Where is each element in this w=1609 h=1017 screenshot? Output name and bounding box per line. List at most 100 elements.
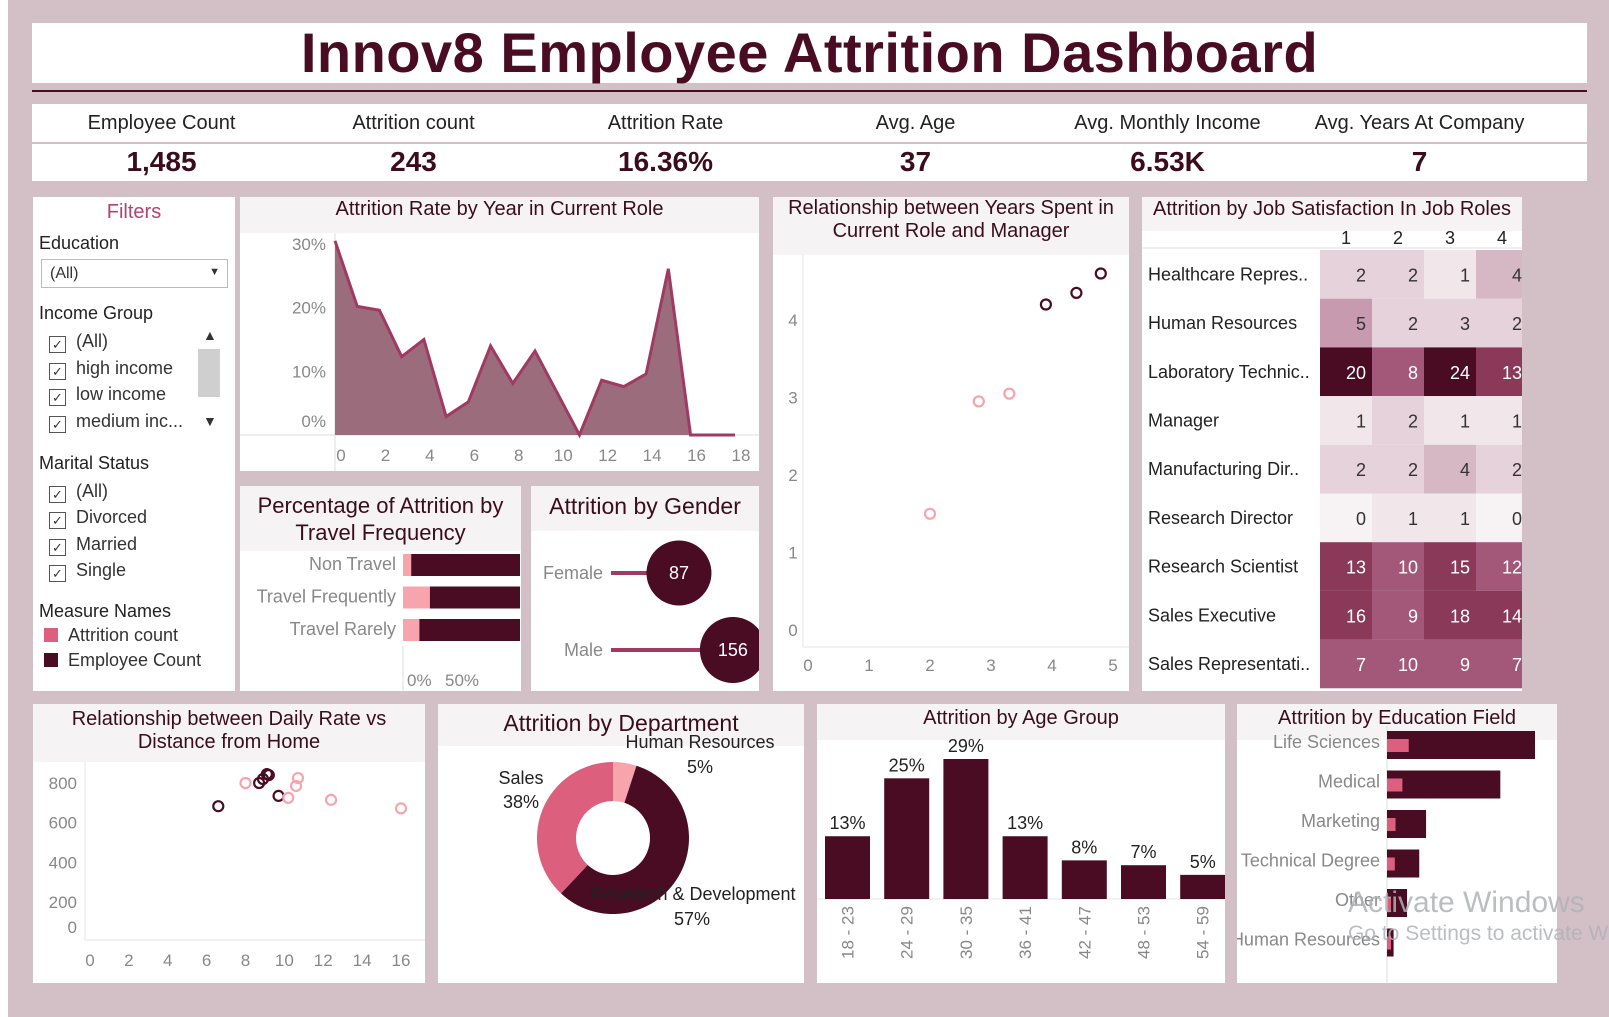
chart-title: Attrition Rate by Year in Current Role [240, 197, 759, 233]
title-divider [32, 90, 1587, 92]
heat-cell [1476, 396, 1522, 445]
heat-cell [1424, 298, 1476, 348]
scrollbar-thumb[interactable] [198, 349, 220, 397]
slice-pct: 38% [503, 792, 539, 812]
scatter-point [289, 779, 303, 793]
heat-cell-value: 7 [1512, 655, 1522, 675]
heat-cell-value: 1 [1460, 509, 1470, 529]
kpi-value: 243 [390, 146, 437, 177]
x-tick-label: 4 [1047, 656, 1056, 675]
marital-checkbox-all[interactable]: ✓ (All) [49, 481, 108, 503]
data-label: 7% [1130, 842, 1156, 862]
x-tick-label: 0 [336, 446, 345, 465]
income-checkbox-low[interactable]: ✓ low income [49, 384, 166, 406]
marital-checkbox-divorced[interactable]: ✓ Divorced [49, 507, 147, 529]
heat-cell-value: 1 [1512, 411, 1522, 431]
education-dropdown[interactable]: (All) ▼ [41, 259, 228, 288]
chart-title: Attrition by Gender [531, 486, 759, 531]
kpi-label: Employee Count [87, 112, 236, 134]
kpi-value: 7 [1411, 146, 1428, 177]
marital-checkbox-married[interactable]: ✓ Married [49, 534, 137, 556]
legend-item-employee: Employee Count [44, 650, 201, 671]
x-tick-label: 6 [202, 951, 211, 970]
kpi-value: 37 [899, 146, 932, 177]
heat-cell-value: 12 [1502, 558, 1522, 578]
bar-attrition [1387, 739, 1409, 752]
heat-cell-value: 10 [1398, 558, 1418, 578]
scatter-point [1039, 298, 1052, 311]
heat-cell [1424, 396, 1476, 445]
check-icon: ✓ [49, 363, 66, 380]
bar-attrition [403, 586, 430, 609]
scroll-up-icon[interactable]: ▲ [203, 327, 217, 343]
heat-cell [1424, 444, 1476, 494]
heat-cell-value: 5 [1356, 314, 1366, 334]
role-manager-chart: 0 1 2 3 4 0 1 2 3 4 5 [788, 255, 1129, 675]
legend-label: Employee Count [68, 650, 202, 670]
daily-rate-chart: 0 200 400 600 800 0 2 4 6 8 10 12 14 16 [49, 762, 425, 970]
heat-cell [1320, 250, 1372, 299]
kpi-attrition-count: Attrition count 243 [284, 104, 543, 181]
bar-employee [1387, 770, 1501, 799]
checkbox-label: Married [76, 534, 138, 554]
marital-checkbox-single[interactable]: ✓ Single [49, 560, 126, 582]
heat-cell [1424, 590, 1476, 640]
legend-swatch [44, 653, 58, 667]
income-checkbox-medium[interactable]: ✓ medium inc... [49, 411, 183, 433]
role-manager-panel: Relationship between Years Spent in Curr… [773, 197, 1129, 691]
heat-cell [1372, 444, 1424, 494]
x-tick-label: 50% [445, 671, 479, 690]
row-label: Research Scientist [1148, 557, 1298, 577]
bar-attrition [403, 554, 412, 576]
row-label: Manager [1148, 410, 1219, 430]
slice-label: Research & Development [590, 884, 795, 904]
x-tick-label: 2 [381, 446, 390, 465]
kpi-employee-count: Employee Count 1,485 [32, 104, 291, 181]
x-tick-label: 2 [124, 951, 133, 970]
heat-cell-value: 18 [1450, 606, 1470, 626]
kpi-value: 6.53K [1130, 146, 1205, 177]
heat-cell-value: 0 [1356, 509, 1366, 529]
bar-employee [1387, 731, 1535, 759]
kpi-label: Attrition Rate [607, 112, 724, 134]
row-label: Research Director [1148, 508, 1293, 528]
category-label: Life Sciences [1273, 732, 1380, 752]
year-in-role-panel: Attrition Rate by Year in Current Role 0… [240, 197, 759, 471]
scroll-down-icon[interactable]: ▼ [203, 413, 217, 429]
scatter-point [262, 768, 275, 782]
column-header: 4 [1497, 228, 1507, 248]
heat-cell-value: 1 [1460, 411, 1470, 431]
heat-cell-value: 10 [1398, 655, 1418, 675]
department-panel: Attrition by Department Human Resources 5… [438, 704, 804, 983]
scatter-point [272, 789, 285, 802]
x-tick-label: 8 [514, 446, 523, 465]
x-tick-label: 4 [163, 951, 172, 970]
income-checkbox-high[interactable]: ✓ high income [49, 358, 173, 380]
row-label: Healthcare Repres.. [1148, 264, 1308, 284]
income-checkbox-all[interactable]: ✓ (All) [49, 331, 108, 353]
education-selected: (All) [50, 265, 79, 282]
y-tick-label: 0 [68, 918, 77, 937]
data-label: 13% [1007, 813, 1043, 833]
y-tick-label: 600 [49, 814, 77, 833]
year-in-role-chart: 0% 10% 20% 30% 0 2 4 6 8 10 12 14 16 18 [240, 233, 759, 471]
category-label: Non Travel [309, 554, 396, 574]
kpi-value: 1,485 [126, 146, 197, 177]
data-label: 25% [889, 755, 925, 775]
data-label: 8% [1071, 837, 1097, 857]
y-tick-label: 0 [788, 621, 797, 640]
scatter-point [324, 793, 338, 806]
y-tick-label: 4 [788, 311, 797, 330]
lollipop-head [699, 617, 759, 683]
check-icon: ✓ [49, 336, 66, 353]
scatter-point [1094, 267, 1107, 280]
income-scrollbar[interactable]: ▲ ▼ [198, 327, 220, 431]
x-tick-label: 14 [643, 446, 662, 465]
donut-slice [613, 762, 637, 803]
bar-attrition [1387, 778, 1403, 792]
heat-cell-value: 2 [1408, 460, 1418, 480]
heat-cell [1476, 493, 1522, 543]
bar-attrition [403, 619, 420, 641]
y-tick-label: 800 [49, 774, 77, 793]
